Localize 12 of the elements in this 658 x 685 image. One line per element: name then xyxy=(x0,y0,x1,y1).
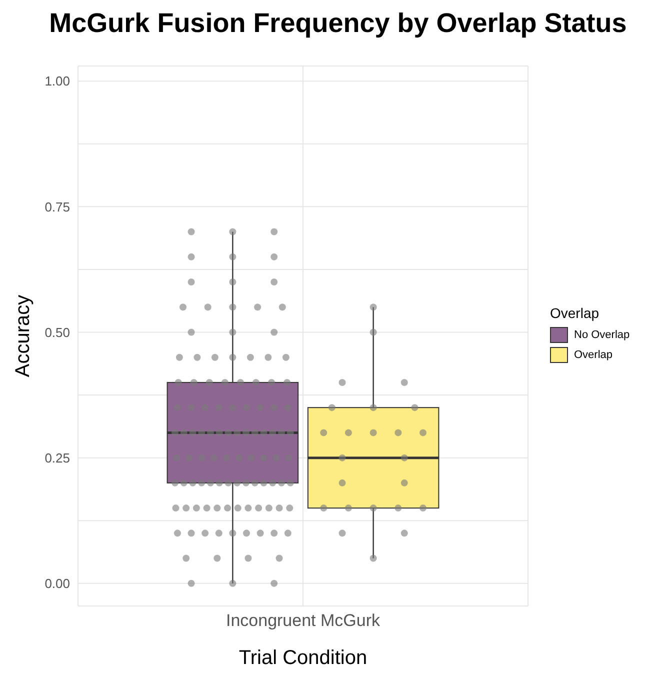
y-axis-title: Accuracy xyxy=(12,294,34,378)
x-tick-label: Incongruent McGurk xyxy=(226,611,381,630)
legend-label: No Overlap xyxy=(573,328,630,343)
y-tick-label: 0.75 xyxy=(44,199,70,214)
legend-title: Overlap xyxy=(550,305,600,321)
y-tick-label: 0.00 xyxy=(44,576,70,592)
chart-title: McGurk Fusion Frequency by Overlap Status xyxy=(48,8,628,40)
legend-label: Overlap xyxy=(573,348,614,363)
y-tick-label: 1.00 xyxy=(44,74,70,89)
y-tick-label: 0.25 xyxy=(44,450,70,466)
x-axis-title: Trial Condition xyxy=(238,647,368,669)
y-tick-label: 0.50 xyxy=(44,324,70,340)
